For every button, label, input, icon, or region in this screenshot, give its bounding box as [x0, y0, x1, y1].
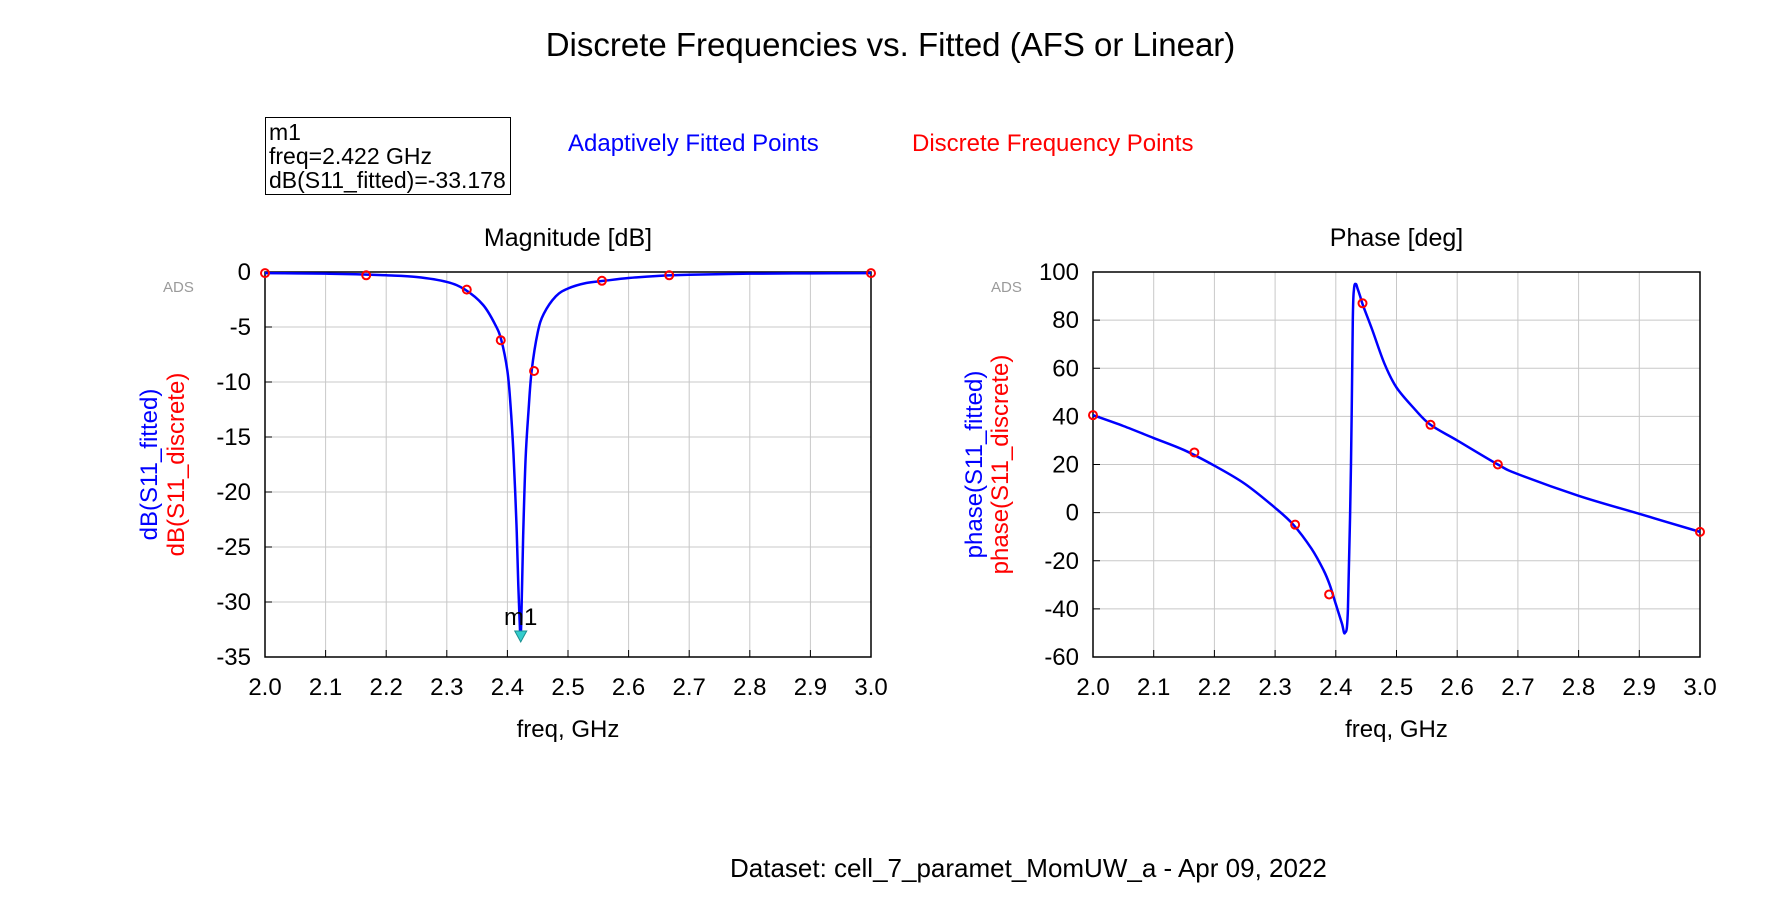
phase-discrete-point: [1425, 419, 1436, 430]
phase-plot: Phase [deg] 2.0 2.1 2.2 2.3 2.4 2.5 2.6 2.7 2.8 2.…: [961, 224, 1717, 743]
phase-x-tick-label: 2.8: [1562, 674, 1595, 701]
phase-y-tick-label: -40: [1044, 596, 1079, 623]
magnitude-y-tick-label: 0: [238, 259, 251, 286]
phase-plot-frame: [1092, 271, 1701, 658]
phase-y-tick-label: -20: [1044, 548, 1079, 575]
phase-x-tick-label: 2.4: [1319, 674, 1352, 701]
phase-ads-watermark: ADS: [991, 279, 1022, 296]
magnitude-x-tick-label: 2.1: [309, 674, 342, 701]
magnitude-y-tick-label: -35: [216, 644, 251, 671]
phase-plot-title: Phase [deg]: [1330, 224, 1463, 252]
phase-x-tick-label: 2.0: [1076, 674, 1109, 701]
phase-y-tick-label: 20: [1052, 452, 1079, 479]
magnitude-x-tick-label: 2.6: [612, 674, 645, 701]
magnitude-discrete-point: [529, 366, 540, 376]
marker-frequency: freq=2.422 GHz: [269, 143, 433, 169]
phase-x-tick-label: 3.0: [1683, 674, 1716, 701]
magnitude-discrete-point: [260, 268, 270, 279]
magnitude-y-axis-title-discrete: dB(S11_discrete): [163, 373, 190, 557]
magnitude-x-tick-label: 2.9: [794, 674, 827, 701]
dataset-caption: Dataset: cell_7_paramet_MomUW_a - Apr 09…: [730, 853, 1327, 883]
phase-discrete-point: [1290, 519, 1301, 530]
magnitude-x-axis-title: freq, GHz: [517, 716, 620, 743]
phase-x-tick-label: 2.5: [1380, 674, 1413, 701]
magnitude-plot: Magnitude [dB] 2.0 2.1 2.2 2.3 2.4 2.5 2.6 2.7 2.…: [136, 224, 888, 743]
magnitude-x-tick-label: 2.4: [491, 674, 524, 701]
legend-fitted: Adaptively Fitted Points: [568, 130, 819, 157]
chart-title: Discrete Frequencies vs. Fitted (AFS or …: [545, 26, 1236, 63]
phase-x-tick-label: 2.9: [1623, 674, 1656, 701]
phase-y-axis-title-fitted: phase(S11_fitted): [961, 371, 988, 559]
magnitude-x-tick-label: 3.0: [854, 674, 887, 701]
phase-discrete-point: [1357, 298, 1368, 309]
phase-x-tick-label: 2.6: [1441, 674, 1474, 701]
magnitude-x-tick-label: 2.3: [430, 674, 463, 701]
magnitude-y-tick-label: -15: [216, 424, 251, 451]
magnitude-plot-frame: [264, 271, 872, 658]
phase-fitted-line: [1092, 282, 1701, 635]
magnitude-y-tick-label: -10: [216, 369, 251, 396]
magnitude-discrete-point: [664, 270, 675, 281]
marker-name: m1: [269, 119, 301, 145]
legend-discrete: Discrete Frequency Points: [912, 130, 1194, 157]
phase-x-tick-label: 2.3: [1258, 674, 1291, 701]
phase-x-tick-label: 2.7: [1501, 674, 1534, 701]
magnitude-discrete-point: [461, 284, 472, 295]
phase-x-tick-label: 2.2: [1198, 674, 1231, 701]
phase-discrete-point: [1324, 589, 1335, 600]
magnitude-y-tick-label: -5: [230, 314, 251, 341]
marker-value: dB(S11_fitted)=-33.178: [269, 167, 506, 193]
marker-readout-box[interactable]: m1 freq=2.422 GHz dB(S11_fitted)=-33.178: [265, 117, 511, 195]
phase-y-tick-label: 60: [1052, 355, 1079, 382]
magnitude-y-tick-label: -30: [216, 589, 251, 616]
magnitude-discrete-point: [866, 268, 876, 279]
phase-x-axis-title: freq, GHz: [1345, 716, 1448, 743]
phase-discrete-point: [1695, 526, 1705, 537]
magnitude-discrete-point: [596, 275, 607, 286]
marker-m1-label: m1: [504, 604, 537, 631]
magnitude-discrete-point: [361, 270, 372, 281]
phase-y-tick-label: 0: [1066, 500, 1079, 527]
magnitude-x-tick-label: 2.2: [370, 674, 403, 701]
phase-y-tick-label: 100: [1039, 259, 1079, 286]
magnitude-plot-title: Magnitude [dB]: [484, 224, 652, 252]
phase-y-tick-label: 40: [1052, 403, 1079, 430]
magnitude-x-tick-label: 2.8: [733, 674, 766, 701]
magnitude-x-tick-label: 2.5: [551, 674, 584, 701]
phase-discrete-point: [1088, 410, 1098, 421]
phase-y-tick-label: -60: [1044, 644, 1079, 671]
magnitude-x-tick-label: 2.0: [248, 674, 281, 701]
phase-x-tick-label: 2.1: [1137, 674, 1170, 701]
magnitude-y-tick-label: -25: [216, 534, 251, 561]
phase-y-axis-title-discrete: phase(S11_discrete): [987, 355, 1014, 575]
magnitude-y-tick-label: -20: [216, 479, 251, 506]
magnitude-ads-watermark: ADS: [163, 279, 194, 296]
magnitude-y-axis-title-fitted: dB(S11_fitted): [136, 389, 163, 541]
phase-discrete-point: [1189, 447, 1200, 458]
magnitude-x-tick-label: 2.7: [673, 674, 706, 701]
magnitude-discrete-point: [495, 335, 506, 346]
phase-discrete-point: [1492, 459, 1503, 470]
marker-m1-triangle: [513, 630, 528, 644]
phase-y-tick-label: 80: [1052, 307, 1079, 334]
